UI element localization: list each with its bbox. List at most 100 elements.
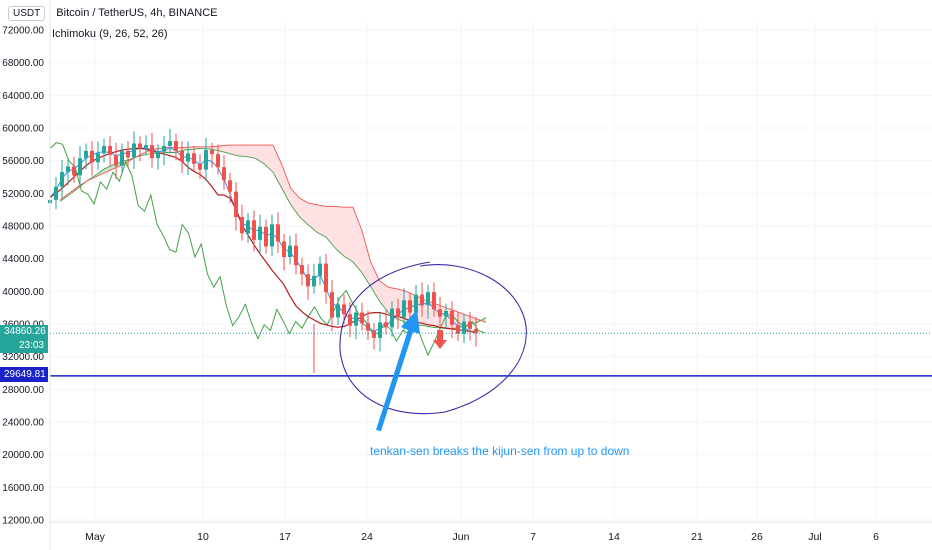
candle-body <box>468 321 472 329</box>
cloud-segment <box>344 207 353 262</box>
y-tick-label: 60000.00 <box>2 124 44 135</box>
symbol-title: Bitcoin / TetherUS, 4h, BINANCE <box>56 7 218 19</box>
candle-body <box>420 294 424 306</box>
drawings <box>50 261 932 431</box>
ichimoku-lines <box>49 142 485 357</box>
x-tick-label: 26 <box>751 531 763 543</box>
candle-body <box>450 310 454 325</box>
candlesticks <box>48 128 478 373</box>
y-tick-label: 48000.00 <box>2 222 44 233</box>
candle-body <box>72 166 76 176</box>
candle-body <box>330 292 334 318</box>
candle-body <box>114 154 118 166</box>
candle-body <box>90 150 94 163</box>
bar-countdown: 23:03 <box>18 340 44 351</box>
y-tick-label: 20000.00 <box>2 450 44 461</box>
chart-header: USDT Bitcoin / TetherUS, 4h, BINANCE <box>8 6 218 21</box>
cloud-segment <box>326 206 336 249</box>
cloud-segment <box>228 145 238 156</box>
candle-body <box>432 292 436 310</box>
last-price-tag: 34860.26 23:03 <box>0 325 48 353</box>
kijun-sen-line <box>49 147 477 333</box>
candle-body <box>222 167 226 181</box>
candle-body <box>144 145 148 148</box>
candle-body <box>306 274 310 287</box>
candle-body <box>174 141 178 151</box>
y-tick-label: 24000.00 <box>2 418 44 429</box>
y-tick-label: 28000.00 <box>2 385 44 396</box>
candle-body <box>270 224 274 247</box>
cloud-segment <box>379 280 389 313</box>
y-tick-label: 72000.00 <box>2 26 44 37</box>
candle-body <box>126 150 130 158</box>
candle-body <box>234 191 238 218</box>
x-tick-label: 6 <box>873 531 879 543</box>
candle-body <box>216 154 220 168</box>
cloud-segment <box>281 164 291 205</box>
cloud-segment <box>299 198 309 226</box>
candle-body <box>300 265 304 275</box>
y-tick-label: 68000.00 <box>2 58 44 69</box>
candle-body <box>198 163 202 170</box>
candle-body <box>438 309 442 317</box>
candle-body <box>444 310 448 317</box>
candle-body <box>204 150 208 170</box>
candle-body <box>324 263 328 293</box>
candle-body <box>378 322 382 338</box>
candle-body <box>246 220 250 234</box>
candle-body <box>372 330 376 338</box>
candle-body <box>156 151 160 159</box>
indicator-legend[interactable]: Ichimoku (9, 26, 52, 26) <box>52 28 168 40</box>
x-tick-label: 21 <box>691 531 703 543</box>
down-arrow-icon <box>433 330 447 349</box>
annotation-text[interactable]: tenkan-sen breaks the kijun-sen from up … <box>370 444 630 458</box>
candle-body <box>180 150 184 162</box>
y-tick-label: 16000.00 <box>2 483 44 494</box>
last-price-value: 34860.26 <box>4 326 46 337</box>
candle-body <box>138 143 142 148</box>
x-tick-label: 24 <box>361 531 373 543</box>
pointer-arrow <box>376 310 420 431</box>
candle-body <box>474 328 478 334</box>
candle-body <box>288 245 292 258</box>
candle-body <box>150 145 154 159</box>
candle-body <box>102 145 106 154</box>
candle-body <box>210 150 214 155</box>
candle-body <box>408 300 412 313</box>
candle-body <box>354 312 358 326</box>
candle-body <box>294 245 298 266</box>
cloud-segment <box>290 188 300 218</box>
highlight-ellipse <box>339 261 527 415</box>
candle-body <box>228 180 232 192</box>
horizontal-level-tag: 29649.81 <box>0 367 48 382</box>
x-tick-label: 10 <box>197 531 209 543</box>
y-tick-label: 44000.00 <box>2 254 44 265</box>
cloud-segment <box>104 164 114 173</box>
x-tick-label: Jul <box>808 531 821 543</box>
candle-body <box>342 304 346 315</box>
y-tick-label: 12000.00 <box>2 516 44 527</box>
x-tick-label: Jun <box>453 531 470 543</box>
y-tick-label: 56000.00 <box>2 156 44 167</box>
cloud-segment <box>246 145 256 159</box>
candle-body <box>96 153 100 163</box>
currency-badge[interactable]: USDT <box>8 6 46 21</box>
candle-body <box>276 224 280 242</box>
candle-body <box>426 292 430 306</box>
candle-body <box>360 312 364 324</box>
cloud-segment <box>335 206 344 257</box>
x-tick-label: 14 <box>608 531 620 543</box>
y-tick-label: 64000.00 <box>2 91 44 102</box>
candle-body <box>336 304 340 318</box>
candle-body <box>462 321 466 334</box>
price-axis: 72000.00 68000.00 64000.00 60000.00 56000.00… <box>2 0 51 550</box>
candle-body <box>108 145 112 155</box>
candle-body <box>456 324 460 334</box>
cloud-segment <box>352 207 362 273</box>
y-tick-label: 40000.00 <box>2 287 44 298</box>
candle-body <box>192 153 196 164</box>
time-axis: May 10 17 24 Jun 7 14 21 26 Jul 6 <box>50 521 932 543</box>
candle-body <box>396 308 400 318</box>
